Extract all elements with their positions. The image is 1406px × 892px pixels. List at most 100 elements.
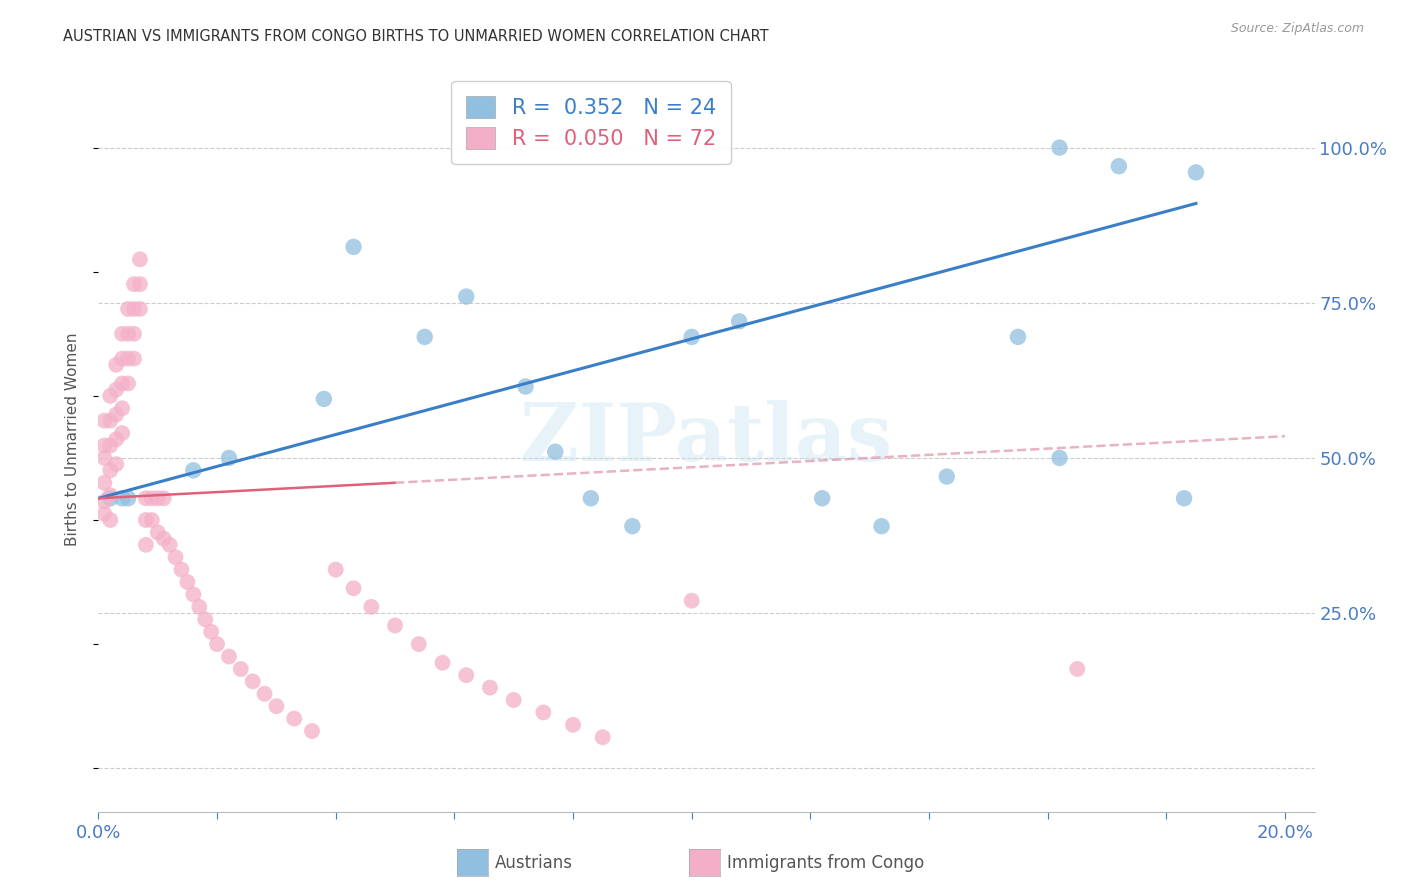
- Point: [515, 379, 537, 393]
- Point: [413, 330, 436, 344]
- Point: [117, 326, 139, 341]
- Point: [122, 277, 145, 292]
- Point: [408, 637, 430, 651]
- Point: [325, 563, 347, 577]
- Point: [728, 314, 751, 328]
- Point: [122, 301, 145, 316]
- Point: [117, 301, 139, 316]
- Point: [98, 488, 121, 502]
- Point: [122, 326, 145, 341]
- Point: [93, 494, 115, 508]
- Point: [98, 389, 121, 403]
- Point: [141, 491, 163, 506]
- Point: [111, 426, 134, 441]
- Point: [681, 593, 703, 607]
- Point: [1108, 159, 1130, 173]
- Point: [935, 469, 957, 483]
- Point: [111, 401, 134, 416]
- Point: [117, 491, 139, 506]
- Point: [266, 699, 288, 714]
- Point: [105, 358, 128, 372]
- Point: [342, 582, 364, 596]
- Point: [129, 252, 152, 267]
- Point: [183, 463, 205, 477]
- Point: [544, 444, 567, 458]
- Point: [105, 433, 128, 447]
- Point: [129, 301, 152, 316]
- Point: [342, 240, 364, 254]
- Point: [93, 507, 115, 521]
- Point: [242, 674, 264, 689]
- Point: [456, 668, 478, 682]
- Point: [93, 438, 115, 452]
- Point: [502, 693, 524, 707]
- Point: [253, 687, 276, 701]
- Point: [93, 414, 115, 428]
- Text: ZIPatlas: ZIPatlas: [520, 401, 893, 478]
- Point: [1049, 140, 1071, 154]
- Point: [129, 277, 152, 292]
- Point: [1066, 662, 1088, 676]
- Point: [384, 618, 406, 632]
- Text: Immigrants from Congo: Immigrants from Congo: [727, 854, 924, 871]
- Point: [301, 724, 323, 739]
- Text: Austrians: Austrians: [495, 854, 572, 871]
- Point: [621, 519, 644, 533]
- Point: [592, 730, 614, 744]
- Y-axis label: Births to Unmarried Women: Births to Unmarried Women: [65, 333, 80, 546]
- Point: [170, 563, 193, 577]
- Point: [531, 706, 554, 720]
- Point: [122, 351, 145, 366]
- Point: [194, 612, 217, 626]
- Point: [117, 376, 139, 391]
- Point: [176, 575, 198, 590]
- Point: [312, 392, 335, 406]
- Text: Source: ZipAtlas.com: Source: ZipAtlas.com: [1230, 22, 1364, 36]
- Point: [141, 513, 163, 527]
- Point: [218, 649, 240, 664]
- Point: [681, 330, 703, 344]
- Point: [98, 414, 121, 428]
- Point: [1049, 450, 1071, 465]
- Point: [1185, 165, 1208, 179]
- Point: [117, 351, 139, 366]
- Point: [146, 525, 169, 540]
- Point: [870, 519, 893, 533]
- Point: [159, 538, 181, 552]
- Point: [229, 662, 252, 676]
- Point: [105, 457, 128, 471]
- Point: [283, 712, 305, 726]
- Point: [146, 491, 169, 506]
- Point: [135, 491, 157, 506]
- Point: [188, 599, 211, 614]
- Point: [98, 463, 121, 477]
- Point: [111, 376, 134, 391]
- Point: [98, 438, 121, 452]
- Point: [360, 599, 382, 614]
- Point: [135, 538, 157, 552]
- Point: [811, 491, 834, 506]
- Point: [111, 351, 134, 366]
- Point: [1173, 491, 1195, 506]
- Point: [456, 289, 478, 303]
- Point: [111, 491, 134, 506]
- Point: [111, 326, 134, 341]
- Point: [1007, 330, 1029, 344]
- Point: [562, 718, 585, 732]
- Point: [98, 491, 121, 506]
- Point: [200, 624, 222, 639]
- Legend: R =  0.352   N = 24, R =  0.050   N = 72: R = 0.352 N = 24, R = 0.050 N = 72: [451, 81, 731, 164]
- Point: [432, 656, 454, 670]
- Point: [93, 475, 115, 490]
- Point: [98, 513, 121, 527]
- Point: [105, 408, 128, 422]
- Point: [135, 513, 157, 527]
- Point: [579, 491, 602, 506]
- Point: [183, 587, 205, 601]
- Point: [478, 681, 501, 695]
- Point: [152, 491, 174, 506]
- Point: [205, 637, 228, 651]
- Point: [165, 550, 187, 565]
- Point: [152, 532, 174, 546]
- Text: AUSTRIAN VS IMMIGRANTS FROM CONGO BIRTHS TO UNMARRIED WOMEN CORRELATION CHART: AUSTRIAN VS IMMIGRANTS FROM CONGO BIRTHS…: [63, 29, 769, 45]
